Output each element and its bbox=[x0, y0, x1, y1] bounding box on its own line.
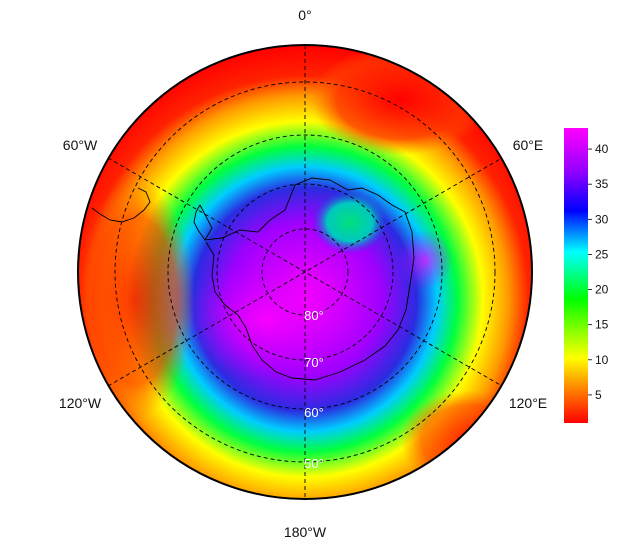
lat-label-80: 80° bbox=[304, 308, 324, 323]
antarctica-coast bbox=[199, 177, 415, 381]
lat-circle-80 bbox=[261, 228, 349, 316]
coastlines bbox=[91, 177, 415, 381]
lon-label-180w: 180°W bbox=[284, 524, 327, 540]
colorbar-tick-label: 40 bbox=[595, 142, 609, 156]
lat-circle-70 bbox=[216, 183, 394, 361]
colorbar-tick-label: 5 bbox=[595, 388, 602, 402]
antarctic-peninsula bbox=[193, 204, 206, 241]
colorbar-tick-label: 35 bbox=[595, 177, 609, 191]
lon-label-120w: 120°W bbox=[59, 395, 102, 411]
colorbar-gradient bbox=[564, 128, 588, 423]
colorbar-tick-label: 20 bbox=[595, 283, 609, 297]
lat-label-50: 50° bbox=[304, 456, 324, 471]
south-america-tip bbox=[91, 187, 151, 223]
lat-label-60: 60° bbox=[304, 405, 324, 420]
map-boundary bbox=[77, 44, 533, 500]
colorbar-tick-label: 15 bbox=[595, 318, 609, 332]
colorbar-ticks: 5 10 15 20 25 30 35 40 bbox=[588, 142, 609, 402]
colorbar-tick-label: 10 bbox=[595, 353, 609, 367]
lat-circle-60 bbox=[167, 134, 443, 410]
graticule bbox=[107, 45, 503, 499]
colorbar: 5 10 15 20 25 30 35 40 bbox=[564, 128, 609, 423]
lon-label-60e: 60°E bbox=[513, 137, 544, 153]
lat-circle-50 bbox=[114, 81, 496, 463]
lon-label-60w: 60°W bbox=[63, 137, 98, 153]
lon-label-120e: 120°E bbox=[509, 395, 547, 411]
lat-label-70: 70° bbox=[304, 355, 324, 370]
colorbar-tick-label: 25 bbox=[595, 247, 609, 261]
lon-label-0: 0° bbox=[298, 7, 311, 23]
colorbar-tick-label: 30 bbox=[595, 212, 609, 226]
meridian-120 bbox=[107, 157, 503, 387]
ozone-field bbox=[78, 45, 532, 499]
